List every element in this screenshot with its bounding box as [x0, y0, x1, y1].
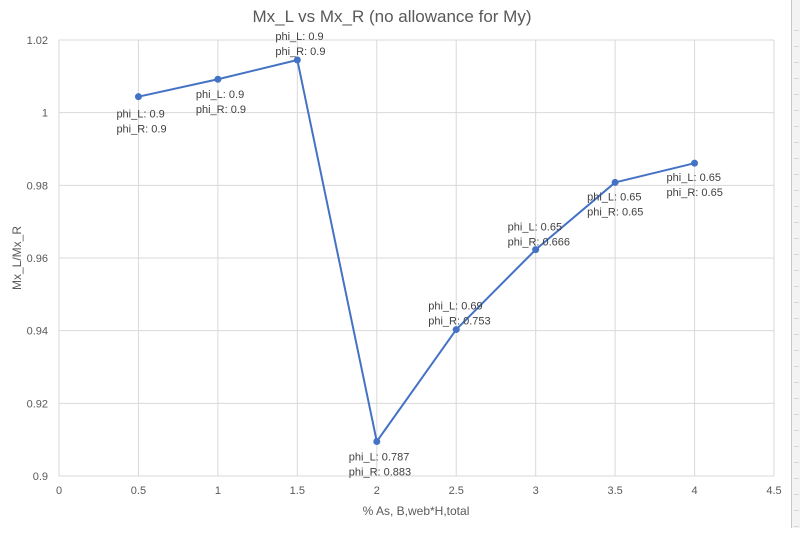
edge-mark [794, 62, 799, 63]
edge-mark [794, 174, 799, 175]
data-label: phi_R: 0.883 [349, 466, 411, 478]
x-tick-label: 1.5 [290, 485, 305, 497]
y-tick-label: 0.96 [27, 253, 48, 265]
data-point [134, 93, 142, 101]
data-label: phi_L: 0.787 [349, 451, 410, 463]
edge-mark [794, 446, 799, 447]
edge-mark [794, 414, 799, 415]
x-tick-label: 4 [691, 485, 697, 497]
chart-title: Mx_L vs Mx_R (no allowance for My) [252, 7, 531, 26]
edge-mark [794, 222, 799, 223]
chart-area: Mx_L vs Mx_R (no allowance for My) 0.9 0.… [10, 7, 782, 518]
edge-mark [794, 46, 799, 47]
y-tick-label: 0.98 [27, 180, 48, 192]
x-tick-label: 1 [215, 485, 221, 497]
edge-mark [794, 334, 799, 335]
data-point [293, 56, 301, 64]
edge-mark [794, 318, 799, 319]
edge-mark [794, 126, 799, 127]
data-label: phi_L: 0.69 [428, 301, 482, 313]
edge-mark [794, 510, 799, 511]
y-tick-label: 0.92 [27, 398, 48, 410]
edge-mark [794, 462, 799, 463]
edge-mark [794, 110, 799, 111]
y-tick-label: 1 [42, 108, 48, 120]
edge-mark [794, 350, 799, 351]
edge-mark [794, 526, 799, 527]
data-label: phi_R: 0.65 [587, 206, 643, 218]
edge-mark [794, 494, 799, 495]
data-label: phi_R: 0.9 [116, 124, 166, 136]
y-tick-label: 0.9 [33, 471, 48, 483]
y-axis-ticks: 0.9 0.92 0.94 0.96 0.98 1 1.02 [27, 35, 48, 483]
data-point [214, 75, 222, 83]
x-axis-label: % As, B,web*H,total [363, 504, 470, 518]
x-tick-label: 3.5 [607, 485, 622, 497]
data-point [691, 159, 699, 167]
data-label: phi_R: 0.753 [428, 316, 490, 328]
data-label: phi_L: 0.9 [275, 31, 323, 43]
x-tick-label: 0.5 [131, 485, 146, 497]
x-tick-label: 0 [56, 485, 62, 497]
edge-mark [794, 142, 799, 143]
gridlines [58, 39, 775, 477]
edge-mark [794, 190, 799, 191]
edge-mark [794, 366, 799, 367]
edge-mark [794, 382, 799, 383]
line-chart: Mx_L vs Mx_R (no allowance for My) 0.90.… [10, 7, 782, 518]
data-label: phi_L: 0.65 [667, 172, 721, 184]
y-tick-label: 1.02 [27, 35, 48, 47]
edge-mark [794, 398, 799, 399]
edge-mark [794, 286, 799, 287]
window-right-edge [791, 0, 800, 528]
edge-mark [794, 30, 799, 31]
data-label: phi_R: 0.65 [667, 187, 723, 199]
data-point [373, 437, 381, 445]
edge-mark [794, 430, 799, 431]
data-label: phi_L: 0.9 [116, 109, 164, 121]
edge-mark [794, 158, 799, 159]
x-tick-label: 3 [533, 485, 539, 497]
edge-mark [794, 238, 799, 239]
x-tick-label: 2.5 [449, 485, 464, 497]
edge-mark [794, 478, 799, 479]
data-label: phi_R: 0.9 [196, 104, 246, 116]
data-label: phi_R: 0.666 [508, 237, 570, 249]
edge-mark [794, 94, 799, 95]
y-axis-label: Mx_L/Mx_R [10, 226, 24, 290]
edge-mark [794, 270, 799, 271]
x-tick-label: 4.5 [766, 485, 781, 497]
series-line [138, 58, 695, 443]
edge-mark [794, 254, 799, 255]
data-label: phi_L: 0.65 [587, 191, 641, 203]
data-point [452, 326, 460, 334]
edge-mark [794, 302, 799, 303]
data-labels: phi_L: 0.9 phi_R: 0.9 phi_L: 0.9 phi_R: 0.9… [116, 31, 722, 479]
x-axis-ticks: 0 0.5 1 1.5 2 2.5 3 3.5 4 4.5 [56, 485, 782, 497]
x-tick-label: 2 [374, 485, 380, 497]
data-point [611, 178, 619, 186]
data-point [532, 246, 540, 254]
data-label: phi_L: 0.65 [508, 222, 562, 234]
data-label: phi_L: 0.9 [196, 89, 244, 101]
edge-mark [794, 78, 799, 79]
data-label: phi_R: 0.9 [275, 46, 325, 58]
data-series [134, 56, 699, 445]
edge-mark [794, 206, 799, 207]
y-tick-label: 0.94 [27, 326, 48, 338]
